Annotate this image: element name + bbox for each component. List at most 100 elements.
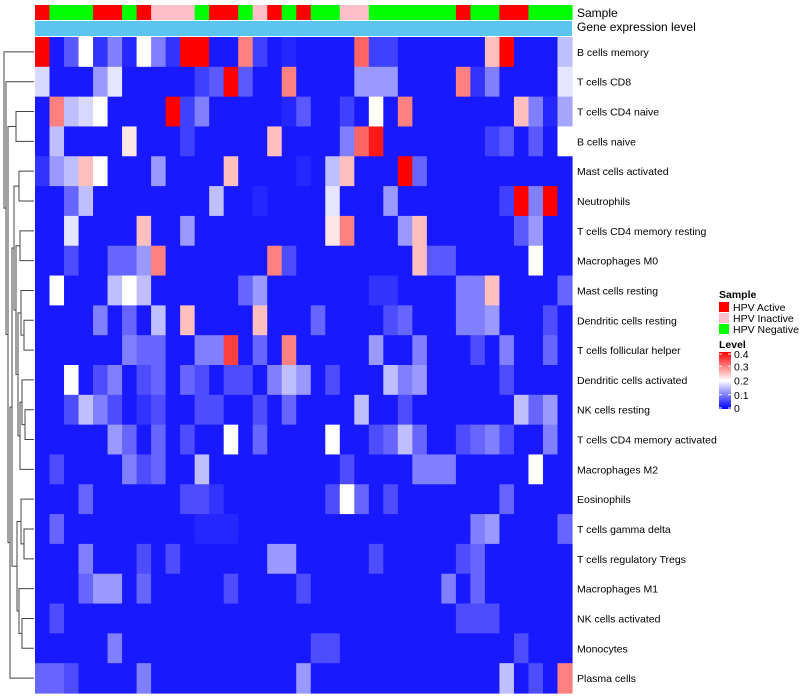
heatmap-cell [557, 126, 573, 157]
heatmap-cell [223, 424, 239, 456]
heatmap-cell [397, 126, 413, 157]
row-label: T cells follicular helper [577, 345, 681, 357]
heatmap-cell [35, 514, 51, 545]
heatmap-cell [339, 424, 355, 456]
sample-annotation-cell [354, 5, 370, 20]
heatmap-cell [64, 633, 80, 664]
heatmap-cell [165, 633, 181, 664]
heatmap-cell [107, 573, 123, 605]
heatmap-cell [310, 96, 326, 128]
heatmap-cell [267, 514, 283, 545]
heatmap-cell [310, 514, 326, 545]
heatmap-cell [194, 126, 210, 157]
heatmap-cell [513, 305, 530, 336]
heatmap-cell [78, 424, 94, 456]
expression-annotation-label: Gene expression level [577, 20, 696, 34]
heatmap-cell [267, 66, 283, 98]
heatmap-cell [470, 663, 486, 694]
heatmap-cell [557, 573, 573, 605]
heatmap-cell [528, 603, 544, 634]
expression-annotation-bar [35, 21, 572, 36]
dendrogram-branch [23, 319, 34, 351]
heatmap-cell [49, 37, 65, 68]
heatmap-cell [542, 603, 559, 634]
heatmap-cell [412, 454, 428, 485]
heatmap-cell [325, 424, 341, 456]
heatmap-cell [557, 633, 573, 664]
heatmap-cell [93, 245, 109, 277]
heatmap-cell [136, 66, 152, 98]
heatmap-cell [542, 573, 559, 605]
heatmap-cell [383, 394, 399, 426]
heatmap-cell [484, 305, 501, 336]
heatmap-cell [513, 394, 530, 426]
heatmap-cell [339, 543, 355, 575]
heatmap-cell [383, 424, 399, 456]
row-labels: B cells memory T cells CD8 T cells CD4 nai… [577, 47, 717, 685]
heatmap-cell [267, 573, 283, 605]
heatmap-cell [528, 543, 544, 575]
sample-annotation-cell [499, 5, 515, 20]
heatmap-cell [151, 484, 167, 515]
level-tick-label: 0.4 [734, 349, 749, 361]
heatmap-cell [165, 573, 181, 605]
heatmap-cell [165, 66, 181, 98]
heatmap-cell [209, 603, 225, 634]
heatmap-cell [310, 37, 326, 68]
dendrogram-branch [18, 170, 34, 202]
sample-annotation-cell [194, 5, 210, 20]
row-label: T cells gamma delta [577, 524, 671, 536]
heatmap-cell [35, 126, 51, 157]
heatmap-cell [78, 245, 94, 277]
heatmap-cell [557, 335, 573, 366]
heatmap-cell [238, 156, 254, 187]
sample-annotation-cell [542, 5, 559, 20]
heatmap-cell [281, 275, 297, 306]
heatmap-cell [310, 275, 326, 306]
heatmap-cell [557, 663, 573, 694]
heatmap-cell [136, 126, 152, 157]
heatmap-cell [383, 215, 399, 247]
heatmap-cell [325, 186, 341, 217]
heatmap-cell [136, 215, 152, 247]
heatmap-cell [107, 335, 123, 366]
heatmap-cell [64, 215, 80, 247]
heatmap-cell [151, 305, 167, 336]
heatmap-cell [412, 573, 428, 605]
heatmap-cell [484, 156, 501, 187]
heatmap-cell [194, 215, 210, 247]
heatmap-cell [542, 215, 559, 247]
heatmap-cell [426, 96, 442, 128]
heatmap-cell [122, 424, 138, 456]
heatmap-cell [470, 66, 486, 98]
sample-annotation-cell [441, 5, 457, 20]
heatmap-cell [542, 335, 559, 366]
heatmap-cell [122, 156, 138, 187]
heatmap-cell [151, 663, 167, 694]
heatmap-cell [339, 514, 355, 545]
heatmap-cell [470, 37, 486, 68]
heatmap-cell [281, 484, 297, 515]
heatmap-cell [252, 424, 268, 456]
heatmap-cell [441, 37, 457, 68]
dendrogram-branch [21, 379, 34, 426]
heatmap-cell [281, 37, 297, 68]
heatmap-cell [267, 126, 283, 157]
row-label: Mast cells activated [577, 166, 669, 178]
heatmap-cell [296, 603, 312, 634]
heatmap-cell [93, 37, 109, 68]
heatmap-cell [281, 365, 297, 396]
heatmap-cell [78, 305, 94, 336]
heatmap-cell [223, 365, 239, 396]
heatmap-cell [107, 186, 123, 217]
heatmap-cell [354, 335, 370, 366]
heatmap-cell [397, 37, 413, 68]
heatmap-cell [368, 96, 384, 128]
heatmap-cell [528, 484, 544, 515]
heatmap-cell [484, 633, 501, 664]
heatmap-cell [397, 245, 413, 277]
sample-legend-label: HPV Active [733, 302, 786, 314]
heatmap-cell [238, 633, 254, 664]
heatmap-cell [49, 96, 65, 128]
heatmap-cell [180, 514, 196, 545]
